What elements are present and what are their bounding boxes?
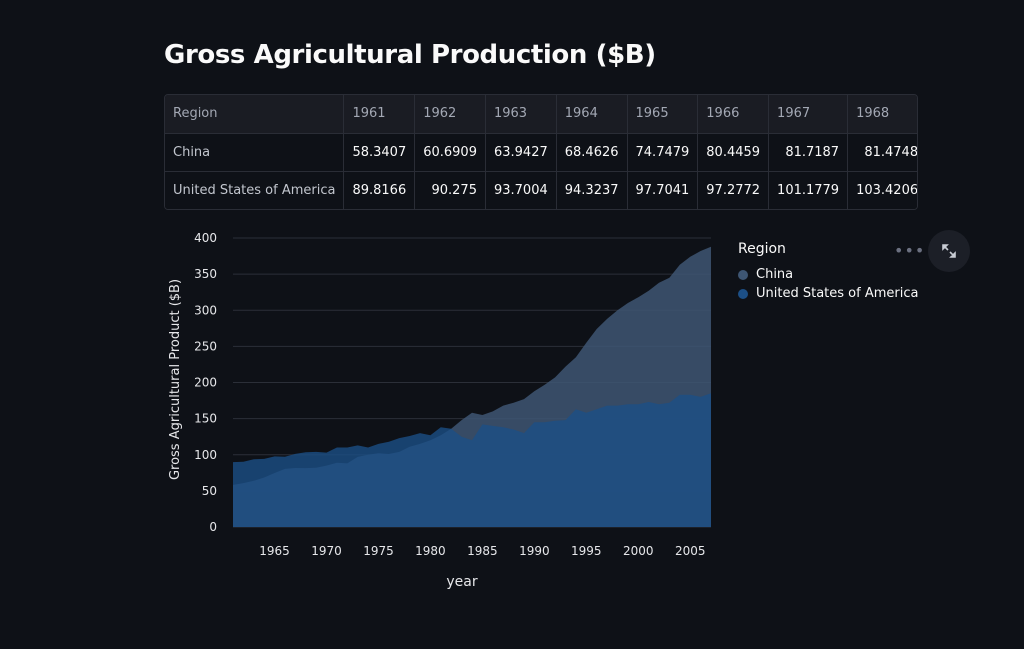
column-header-year[interactable]: 1966 <box>697 95 770 134</box>
table-cell[interactable]: 60.6909 <box>414 133 486 172</box>
column-header-year[interactable]: 1967 <box>768 95 849 134</box>
legend-dot-icon <box>738 288 748 299</box>
x-tick-label: 1980 <box>415 544 446 558</box>
table-cell[interactable]: 101.1779 <box>768 171 849 209</box>
table-cell[interactable]: 80.4459 <box>697 133 770 172</box>
table-cell[interactable]: 74.7479 <box>627 133 699 172</box>
expand-icon <box>942 244 956 258</box>
x-tick-label: 1990 <box>519 544 550 558</box>
fullscreen-button[interactable] <box>928 230 970 272</box>
table-cell[interactable]: 63.9427 <box>485 133 557 172</box>
row-label[interactable]: China <box>165 133 345 172</box>
column-header-year[interactable]: 1962 <box>414 95 486 134</box>
table-row: China 58.3407 60.6909 63.9427 68.4626 74.7479… <box>165 133 917 172</box>
table-row: United States of America 89.8166 90.275 93.… <box>165 171 917 209</box>
area-chart[interactable]: 0 50 100 150 200 250 300 350 400 1965 1970 1975 1980… <box>150 225 725 609</box>
x-tick-label: 1970 <box>311 544 342 558</box>
chart-legend: Region China United States of America <box>738 241 918 303</box>
table-cell[interactable]: 81.7187 <box>768 133 849 172</box>
data-table-grid: Region1961196219631964196519661967196819… <box>165 95 917 209</box>
y-tick-label: 50 <box>202 484 217 498</box>
data-table[interactable]: Region1961196219631964196519661967196819… <box>164 94 918 210</box>
y-tick-label: 300 <box>194 303 217 317</box>
y-tick-label: 350 <box>194 267 217 281</box>
table-cell[interactable]: 97.2772 <box>697 171 770 209</box>
table-cell[interactable]: 94.3237 <box>556 171 628 209</box>
x-tick-label: 1985 <box>467 544 498 558</box>
table-cell[interactable]: 68.4626 <box>556 133 628 172</box>
legend-label: China <box>756 267 794 282</box>
table-cell[interactable]: 81.4748 <box>847 133 917 172</box>
table-cell[interactable]: 58.3407 <box>343 133 416 172</box>
x-tick-label: 1995 <box>571 544 602 558</box>
column-header-year[interactable]: 1965 <box>627 95 699 134</box>
y-tick-label: 0 <box>209 520 217 534</box>
y-axis-title: Gross Agricultural Product ($B) <box>168 279 183 480</box>
area-series-usa <box>233 393 711 527</box>
table-cell[interactable]: 93.7004 <box>485 171 557 209</box>
x-tick-label: 1975 <box>363 544 394 558</box>
x-tick-label: 1965 <box>259 544 290 558</box>
legend-item[interactable]: China <box>738 265 918 284</box>
table-cell[interactable]: 90.275 <box>414 171 486 209</box>
y-tick-label: 200 <box>194 376 217 390</box>
column-header-year[interactable]: 1963 <box>485 95 557 134</box>
more-options-button[interactable]: ••• <box>894 241 925 260</box>
column-header-year[interactable]: 1961 <box>343 95 416 134</box>
row-label[interactable]: United States of America <box>165 171 345 209</box>
legend-item[interactable]: United States of America <box>738 284 918 303</box>
y-tick-label: 400 <box>194 231 217 245</box>
x-tick-label: 2005 <box>675 544 706 558</box>
y-tick-label: 100 <box>194 448 217 462</box>
x-axis-title: year <box>446 574 477 590</box>
column-header-year[interactable]: 1968 <box>847 95 917 134</box>
ellipsis-icon: ••• <box>894 241 926 260</box>
area-chart-svg: 0 50 100 150 200 250 300 350 400 1965 1970 1975 1980… <box>168 231 711 590</box>
column-header-year[interactable]: 1964 <box>556 95 628 134</box>
y-tick-label: 150 <box>194 412 217 426</box>
column-header-region[interactable]: Region <box>165 95 345 134</box>
table-cell[interactable]: 89.8166 <box>343 171 416 209</box>
table-cell[interactable]: 97.7041 <box>627 171 699 209</box>
page-title: Gross Agricultural Production ($B) <box>164 40 656 70</box>
table-cell[interactable]: 103.4206 <box>847 171 917 209</box>
y-tick-label: 250 <box>194 339 217 353</box>
legend-label: United States of America <box>756 286 919 301</box>
legend-title: Region <box>738 241 786 257</box>
x-tick-label: 2000 <box>623 544 654 558</box>
legend-dot-icon <box>738 269 748 280</box>
